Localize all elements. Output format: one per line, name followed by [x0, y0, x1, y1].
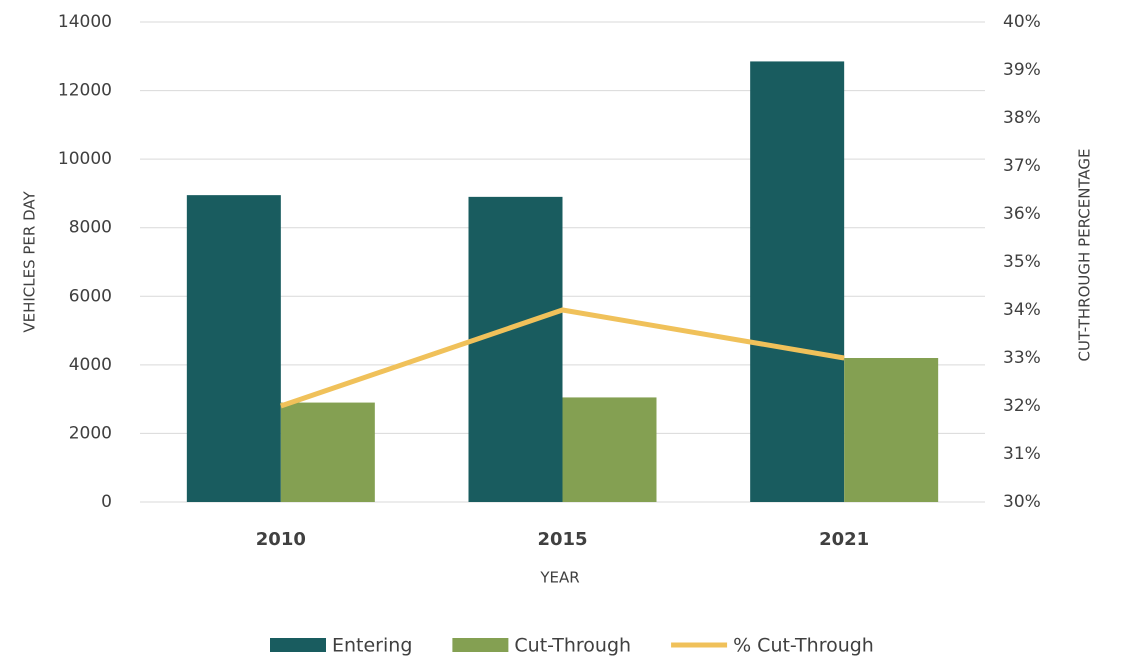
line	[280, 307, 845, 409]
legend-swatch	[270, 638, 326, 652]
legend-label: % Cut-Through	[733, 635, 874, 657]
y-tick-label: 6000	[69, 286, 112, 306]
y2-tick-label: 32%	[1003, 396, 1041, 416]
legend-label: Entering	[332, 635, 412, 657]
legend-swatch	[452, 638, 509, 652]
x-tick-label: 2021	[819, 529, 869, 550]
bar	[562, 397, 657, 502]
y-tick-label: 0	[101, 492, 112, 512]
y2-tick-label: 38%	[1003, 108, 1041, 128]
bar	[468, 196, 563, 502]
x-axis-label: YEAR	[539, 569, 579, 587]
y2-tick-label: 35%	[1003, 252, 1041, 272]
y-tick-label: 12000	[58, 81, 112, 101]
y-tick-label: 10000	[58, 149, 112, 169]
y-axis-label: VEHICLES PER DAY	[21, 191, 39, 333]
y-tick-label: 4000	[69, 355, 112, 375]
y2-tick-label: 31%	[1003, 444, 1041, 464]
bar	[280, 402, 375, 502]
legend-label: Cut-Through	[514, 635, 631, 657]
x-tick-label: 2015	[537, 529, 587, 550]
x-tick-label: 2010	[256, 529, 306, 550]
y-tick-label: 2000	[69, 423, 112, 443]
bar	[186, 195, 281, 502]
y-tick-label: 14000	[58, 12, 112, 32]
bar	[750, 61, 845, 503]
y2-tick-label: 34%	[1003, 300, 1041, 320]
y-tick-label: 8000	[69, 218, 112, 238]
y2-tick-label: 33%	[1003, 348, 1041, 368]
y2-tick-label: 39%	[1003, 60, 1041, 80]
bar	[844, 358, 939, 502]
y2-tick-label: 30%	[1003, 492, 1041, 512]
y2-axis-label: CUT-THROUGH PERCENTAGE	[1076, 148, 1094, 361]
y2-tick-label: 36%	[1003, 204, 1041, 224]
y2-tick-label: 37%	[1003, 156, 1041, 176]
y2-tick-label: 40%	[1003, 12, 1041, 32]
